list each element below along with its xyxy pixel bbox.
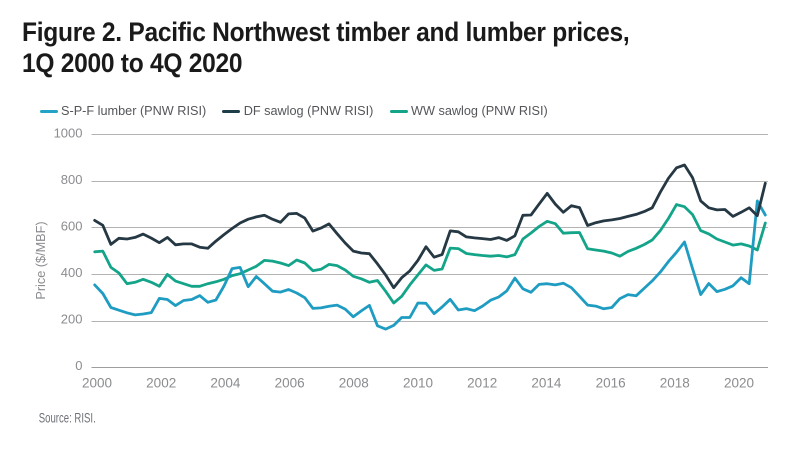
svg-text:2012: 2012: [467, 376, 497, 391]
svg-text:2006: 2006: [275, 376, 305, 391]
svg-text:2016: 2016: [596, 376, 626, 391]
svg-text:2014: 2014: [531, 376, 562, 391]
svg-text:2002: 2002: [146, 376, 176, 391]
svg-text:1000: 1000: [54, 125, 83, 140]
svg-text:2010: 2010: [403, 376, 433, 391]
svg-text:Price ($/MBF): Price ($/MBF): [34, 221, 48, 299]
svg-text:2018: 2018: [660, 376, 690, 391]
svg-text:200: 200: [61, 312, 83, 327]
svg-text:400: 400: [61, 265, 83, 280]
svg-text:600: 600: [61, 218, 83, 233]
svg-text:2004: 2004: [210, 376, 241, 391]
svg-text:2000: 2000: [82, 376, 112, 391]
svg-text:2020: 2020: [724, 376, 754, 391]
svg-text:Source: RISI.: Source: RISI.: [39, 411, 96, 426]
svg-text:2008: 2008: [339, 376, 369, 391]
svg-text:800: 800: [61, 172, 83, 187]
svg-text:0: 0: [75, 358, 82, 373]
